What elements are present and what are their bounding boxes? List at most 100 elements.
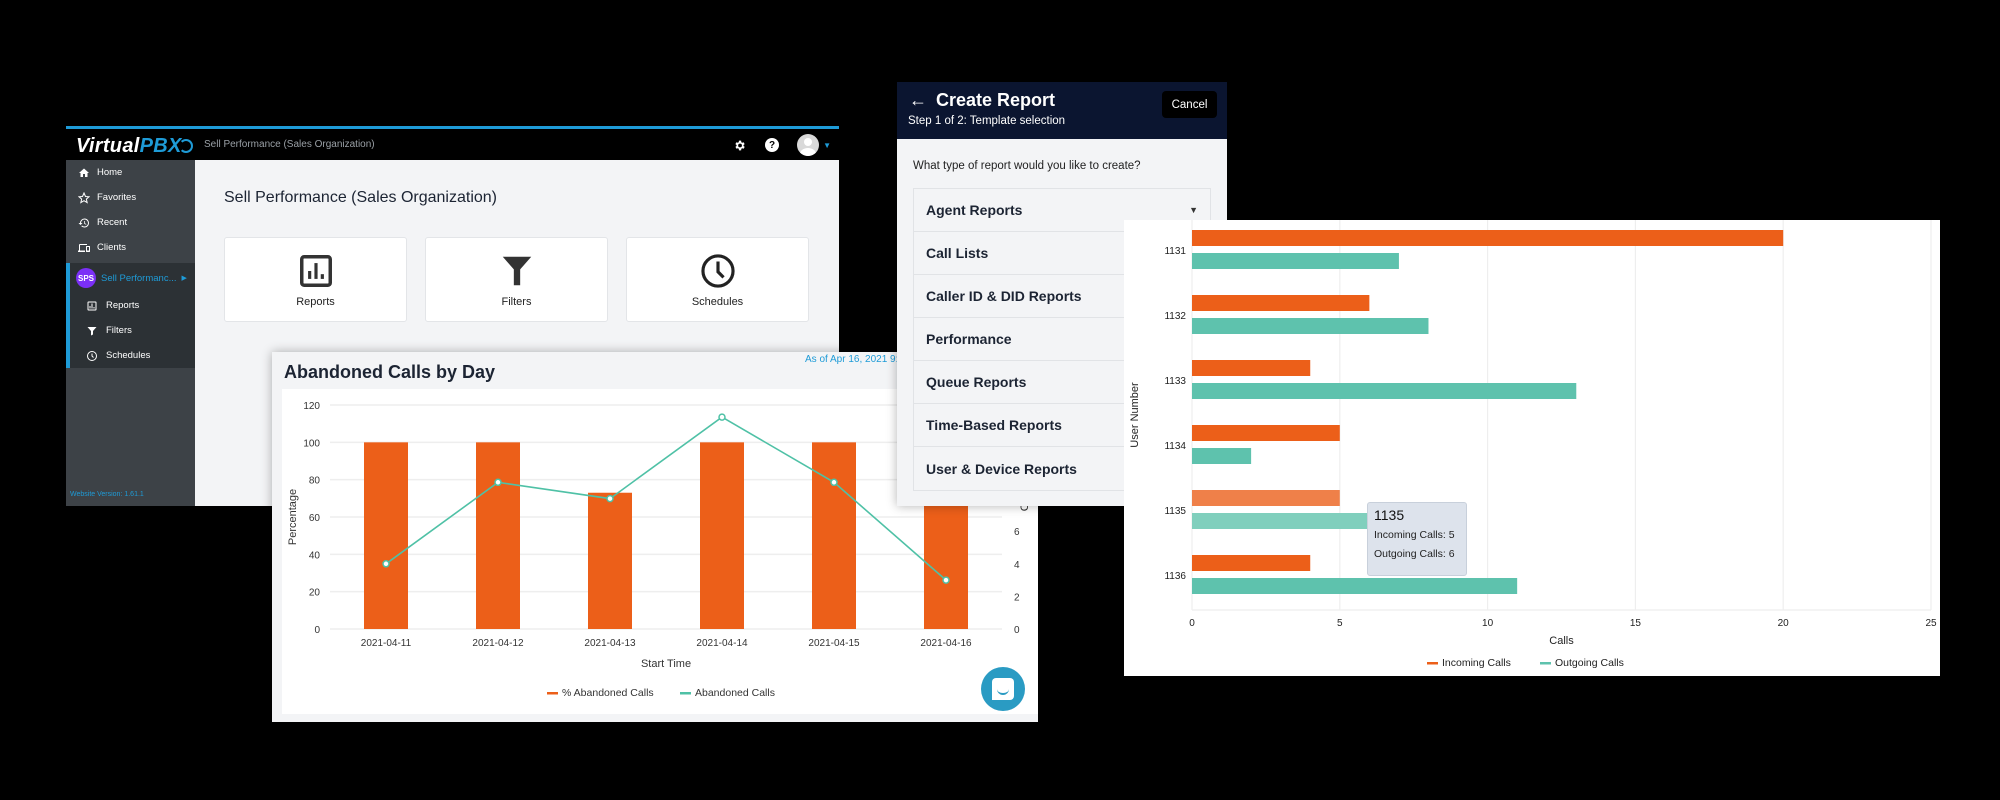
line-point[interactable] bbox=[382, 560, 390, 568]
step-indicator: Step 1 of 2: Template selection bbox=[908, 115, 1066, 127]
x-tick-label: 10 bbox=[1482, 618, 1494, 629]
chat-button[interactable] bbox=[981, 667, 1025, 711]
bar-abandoned-pct[interactable] bbox=[812, 442, 856, 629]
tile-label: Reports bbox=[296, 295, 335, 308]
org-badge: SPS bbox=[76, 268, 96, 288]
sidebar-item-label: Filters bbox=[106, 325, 132, 336]
sidebar-item-home[interactable]: Home bbox=[66, 160, 195, 185]
chart-tooltip: 1135 Incoming Calls: 5 Outgoing Calls: 6 bbox=[1367, 502, 1467, 576]
bar-outgoing-calls[interactable] bbox=[1192, 578, 1518, 594]
tile-reports[interactable]: Reports bbox=[224, 237, 407, 322]
sidebar-item-recent[interactable]: Recent bbox=[66, 210, 195, 235]
line-point[interactable] bbox=[494, 478, 502, 487]
clock-icon bbox=[87, 350, 97, 361]
tooltip-outgoing: Outgoing Calls: 6 bbox=[1374, 548, 1455, 560]
bar-incoming-calls[interactable] bbox=[1192, 230, 1784, 246]
legend-label[interactable]: Outgoing Calls bbox=[1555, 657, 1624, 669]
y-tick-label: 1131 bbox=[1164, 246, 1186, 257]
tile-filters[interactable]: Filters bbox=[425, 237, 608, 322]
back-arrow-icon[interactable]: ← bbox=[909, 90, 927, 110]
tooltip-title: 1135 bbox=[1374, 507, 1405, 523]
line-abandoned-calls bbox=[385, 416, 947, 581]
sidebar-item-label: Reports bbox=[106, 300, 140, 311]
bar-incoming-calls[interactable] bbox=[1192, 425, 1340, 441]
y2-tick-label: 0 bbox=[1014, 625, 1020, 636]
virtualpbx-logo[interactable]: VirtualPBX bbox=[76, 135, 193, 158]
x-axis-label: Calls bbox=[1549, 635, 1574, 647]
create-report-panel: ← Create Report Step 1 of 2: Template se… bbox=[897, 82, 1227, 506]
cancel-button[interactable]: Cancel bbox=[1162, 91, 1217, 118]
gear-icon[interactable] bbox=[731, 137, 747, 153]
website-version: Website Version: 1.61.1 bbox=[70, 491, 144, 498]
y-tick-label: 1133 bbox=[1164, 376, 1186, 387]
bar-outgoing-calls[interactable] bbox=[1192, 253, 1399, 269]
x-tick-label: 0 bbox=[1189, 618, 1195, 629]
line-point[interactable] bbox=[942, 576, 950, 584]
logo-text-virtual: Virtual bbox=[76, 135, 140, 157]
report-type-label: User & Device Reports bbox=[926, 460, 1077, 477]
tooltip-incoming: Incoming Calls: 5 bbox=[1374, 529, 1455, 541]
sidebar-item-clients[interactable]: Clients bbox=[66, 235, 195, 260]
line-point[interactable] bbox=[718, 413, 726, 421]
chart-title: Abandoned Calls by Day bbox=[284, 362, 496, 382]
avatar[interactable] bbox=[797, 134, 820, 156]
sidebar-item-label: Clients bbox=[97, 242, 127, 253]
logo-swoosh-icon bbox=[178, 139, 193, 153]
tiles: Reports Filters Schedules bbox=[224, 237, 809, 322]
legend-label[interactable]: % Abandoned Calls bbox=[562, 687, 654, 699]
sidebar-item-label: Favorites bbox=[97, 192, 137, 203]
sidebar-item-favorites[interactable]: Favorites bbox=[66, 185, 195, 210]
bar-incoming-calls[interactable] bbox=[1192, 490, 1340, 506]
create-report-header: ← Create Report Step 1 of 2: Template se… bbox=[897, 82, 1227, 139]
legend-label[interactable]: Abandoned Calls bbox=[695, 687, 775, 699]
line-point[interactable] bbox=[606, 494, 614, 503]
devices-icon bbox=[78, 243, 90, 252]
bar-incoming-calls[interactable] bbox=[1192, 360, 1311, 376]
x-tick-label: 15 bbox=[1630, 618, 1642, 629]
home-icon bbox=[79, 168, 89, 177]
sidebar-item-reports[interactable]: Reports bbox=[70, 293, 195, 318]
legend-label[interactable]: Incoming Calls bbox=[1442, 657, 1511, 669]
bar-abandoned-pct[interactable] bbox=[588, 492, 632, 629]
y2-tick-label: 4 bbox=[1014, 560, 1020, 571]
page-title: Sell Performance (Sales Organization) bbox=[224, 189, 498, 206]
top-bar: VirtualPBX Sell Performance (Sales Organ… bbox=[66, 126, 839, 160]
report-type-label: Queue Reports bbox=[926, 374, 1027, 390]
x-tick-label: 25 bbox=[1925, 618, 1937, 629]
line-point[interactable] bbox=[830, 478, 838, 487]
bar-outgoing-calls[interactable] bbox=[1192, 383, 1577, 399]
y-tick-label: 20 bbox=[309, 588, 321, 599]
legend-swatch bbox=[680, 692, 691, 695]
y-tick-label: 120 bbox=[303, 401, 320, 412]
tile-schedules[interactable]: Schedules bbox=[626, 237, 809, 322]
report-type-label: Call Lists bbox=[926, 245, 989, 261]
tile-label: Filters bbox=[501, 295, 532, 308]
sidebar-item-label: Recent bbox=[97, 217, 128, 228]
bar-outgoing-calls[interactable] bbox=[1192, 513, 1370, 529]
x-tick-label: 2021-04-12 bbox=[472, 638, 524, 649]
report-type-question: What type of report would you like to cr… bbox=[913, 160, 1141, 172]
x-tick-label: 2021-04-15 bbox=[808, 638, 860, 649]
sidebar-item-filters[interactable]: Filters bbox=[70, 318, 195, 343]
sidebar-item-schedules[interactable]: Schedules bbox=[70, 343, 195, 368]
caret-down-icon[interactable]: ▼ bbox=[823, 140, 831, 150]
bar-incoming-calls[interactable] bbox=[1192, 555, 1311, 571]
topbar-actions: ? ▼ bbox=[731, 134, 831, 156]
bar-abandoned-pct[interactable] bbox=[700, 442, 744, 629]
bar-abandoned-pct[interactable] bbox=[476, 442, 520, 629]
report-type-label: Performance bbox=[926, 331, 1012, 347]
bar-abandoned-pct[interactable] bbox=[364, 442, 408, 629]
y-tick-label: 60 bbox=[309, 513, 321, 524]
x-tick-label: 2021-04-16 bbox=[920, 638, 972, 649]
tile-label: Schedules bbox=[691, 295, 744, 308]
sidebar-item-org[interactable]: SPS Sell Performanc... ▶ bbox=[70, 263, 195, 293]
chat-icon bbox=[992, 678, 1014, 700]
x-tick-label: 20 bbox=[1778, 618, 1790, 629]
bar-outgoing-calls[interactable] bbox=[1192, 318, 1429, 334]
help-icon[interactable]: ? bbox=[765, 138, 780, 152]
x-tick-label: 2021-04-14 bbox=[696, 638, 748, 649]
y-tick-label: 1136 bbox=[1164, 571, 1186, 582]
bar-incoming-calls[interactable] bbox=[1192, 295, 1370, 311]
bar-outgoing-calls[interactable] bbox=[1192, 448, 1252, 464]
calls-by-user-chart: 0 5 10 15 20 25 1131 1132 1133 1134 1135 1136 User N… bbox=[1129, 220, 1937, 669]
